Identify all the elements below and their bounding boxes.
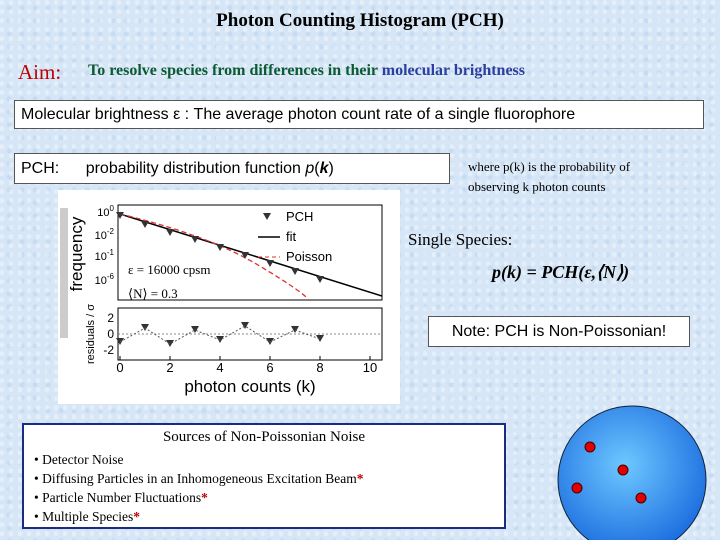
x-label: photon counts (k): [184, 377, 315, 396]
legend-marker: [263, 213, 271, 220]
definition: Molecular brightness ε : The average pho…: [21, 106, 576, 123]
tick-base: 10: [97, 207, 109, 219]
y-tick-label: 10-2: [95, 227, 115, 242]
source-text: • Diffusing Particles in an Inhomogeneou…: [34, 471, 357, 486]
sources-title: Sources of Non-Poissonian Noise: [162, 429, 366, 445]
pch-box: PCH: probability distribution function p…: [14, 153, 450, 184]
y-tick-label: 0: [107, 327, 114, 341]
tick-exp: -1: [107, 248, 115, 257]
tick-base: 10: [95, 275, 107, 287]
y-tick-label: -2: [103, 343, 114, 357]
tick-exp: 0: [110, 204, 115, 213]
annotation: ε = 16000 cpsm: [128, 262, 210, 277]
focal-volume: [557, 405, 707, 540]
aim-highlight: molecular brightness: [381, 62, 525, 79]
annotation: ⟨N⟩ = 0.3: [128, 286, 178, 301]
sources-list: • Detector Noise • Diffusing Particles in…: [34, 450, 504, 526]
note: Note: PCH is Non-Poissonian!: [451, 323, 667, 340]
pch-close: ): [328, 160, 334, 177]
source-text: • Particle Number Fluctuations: [34, 490, 202, 505]
pch-arg: k: [319, 160, 329, 177]
residual-markers: [116, 322, 324, 347]
pch-markers: [116, 212, 324, 283]
where-line: where p(k) is the probability of: [468, 159, 631, 174]
title: Photon Counting Histogram (PCH): [216, 10, 504, 31]
pch-label: PCH:: [21, 160, 60, 177]
figure-bg: [58, 190, 400, 404]
particle: [617, 464, 629, 476]
legend: PCH fit Poisson: [258, 209, 332, 264]
source-star: *: [133, 509, 140, 524]
y-tick-label: 10-6: [95, 272, 115, 287]
source-item: • Particle Number Fluctuations*: [34, 488, 504, 507]
pch-points: [116, 212, 324, 347]
figure-edge: [60, 208, 68, 338]
particle-illustration: [557, 405, 707, 540]
note-box: Note: PCH is Non-Poissonian!: [428, 316, 690, 347]
particle: [584, 441, 596, 453]
definition-box: Molecular brightness ε : The average pho…: [14, 100, 704, 129]
poisson-curve: [119, 213, 309, 301]
tick-base: 10: [95, 251, 107, 263]
y-label: residuals / σ: [85, 304, 97, 364]
source-item: • Multiple Species*: [34, 507, 504, 526]
x-tick-label: 8: [316, 360, 323, 375]
x-tick-label: 0: [116, 360, 123, 375]
single-species: Single Species:: [408, 230, 513, 249]
source-text: • Detector Noise: [34, 452, 124, 467]
sources-box: Sources of Non-Poissonian Noise • Detect…: [22, 423, 506, 529]
residual-line: [119, 325, 321, 345]
where-text: where p(k) is the probability of observi…: [468, 157, 630, 197]
particle: [571, 482, 583, 494]
x-tick-label: 2: [166, 360, 173, 375]
legend-label: Poisson: [286, 249, 332, 264]
aim-label: Aim:: [18, 60, 62, 84]
source-text: • Multiple Species: [34, 509, 134, 524]
aim-text: To resolve species from differences in t…: [88, 62, 378, 79]
pch-text: probability distribution function: [85, 160, 306, 177]
y-tick-label: 100: [97, 204, 114, 219]
aim-text: To resolve species from differences in t…: [88, 62, 525, 80]
source-star: *: [201, 490, 208, 505]
x-tick-label: 6: [266, 360, 273, 375]
y-tick-label: 10-1: [95, 248, 115, 263]
source-star: *: [356, 471, 364, 486]
x-tick-label: 10: [363, 360, 377, 375]
formula: p(k) = PCH(ε,⟨N⟩): [492, 262, 630, 282]
pch-func: p: [305, 160, 315, 177]
pch-figure: PCH fit Poisson ε = 16000 cpsm ⟨N⟩ = 0.3…: [58, 190, 400, 404]
source-item: • Diffusing Particles in an Inhomogeneou…: [34, 469, 504, 488]
source-item: • Detector Noise: [34, 450, 504, 469]
x-tick-label: 4: [216, 360, 223, 375]
where-line: observing k photon counts: [468, 179, 606, 194]
legend-label: fit: [286, 229, 297, 244]
y-tick-label: 2: [107, 311, 114, 325]
fit-line: [119, 213, 383, 297]
tick-base: 10: [95, 230, 107, 242]
legend-label: PCH: [286, 209, 313, 224]
tick-exp: -2: [107, 227, 115, 236]
top-frame: [117, 204, 383, 301]
particle: [635, 492, 647, 504]
y-label: frequency: [67, 216, 86, 291]
tick-exp: -6: [107, 272, 115, 281]
